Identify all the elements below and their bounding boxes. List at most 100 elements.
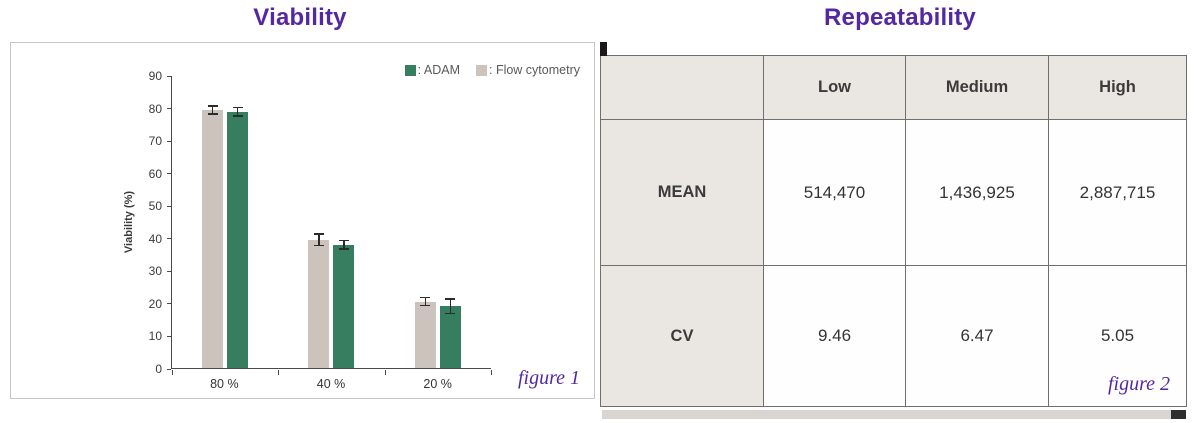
error-bar-stem xyxy=(449,299,452,313)
y-tick-20: 20 xyxy=(149,297,171,311)
y-tick-label: 70 xyxy=(148,134,162,149)
repeatability-table: Low Medium High MEAN 514,470 1,436,925 2… xyxy=(600,55,1187,407)
bar-flow-cytometry xyxy=(202,76,224,368)
x-axis-labels: 80 % 40 % 20 % xyxy=(171,377,491,391)
y-axis: 0 10 20 30 40 50 60 70 80 90 xyxy=(115,69,171,376)
col-header-low: Low xyxy=(763,55,906,120)
col-header-medium: Medium xyxy=(905,55,1049,120)
bar-rect xyxy=(227,111,249,368)
error-bar-cap xyxy=(420,304,431,307)
legend-item: : ADAM xyxy=(404,63,460,77)
error-bar-stem xyxy=(236,108,239,116)
y-tick-mark xyxy=(167,303,171,305)
repeatability-table-wrap: Low Medium High MEAN 514,470 1,436,925 2… xyxy=(600,55,1187,407)
x-tick-mark xyxy=(172,370,173,375)
scroll-corner-mark xyxy=(600,42,607,56)
bar-adam xyxy=(333,76,355,368)
error-bar-cap xyxy=(445,312,456,315)
horizontal-scrollbar[interactable] xyxy=(602,410,1186,419)
cell-cv-high: 5.05 xyxy=(1048,265,1187,407)
error-bar-cap xyxy=(445,298,456,300)
y-tick-mark xyxy=(167,238,171,240)
chart-legend: : ADAM : Flow cytometry xyxy=(404,63,580,77)
error-bar xyxy=(232,106,243,117)
error-bar xyxy=(338,239,349,250)
bar-group xyxy=(278,76,384,368)
y-tick-label: 30 xyxy=(148,264,162,279)
y-tick-80: 80 xyxy=(149,102,171,116)
bar-rect xyxy=(308,239,330,368)
error-bar-cap xyxy=(232,106,243,109)
table-header-row: Low Medium High xyxy=(600,55,1187,120)
bar-group xyxy=(385,76,491,368)
repeatability-title: Repeatability xyxy=(824,4,976,31)
cell-mean-medium: 1,436,925 xyxy=(905,119,1049,266)
row-header-cv: CV xyxy=(600,265,764,407)
legend-label: : ADAM xyxy=(417,63,460,77)
cell-cv-low: 9.46 xyxy=(763,265,906,407)
bar-adam xyxy=(439,76,461,368)
bar-group xyxy=(172,76,278,368)
y-tick-0: 0 xyxy=(155,362,171,376)
bar-flow-cytometry xyxy=(308,76,330,368)
x-tick-mark xyxy=(491,370,492,375)
x-axis-label: 20 % xyxy=(423,377,452,391)
error-bar-stem xyxy=(318,234,320,245)
plot-area xyxy=(171,76,492,375)
figure-2-label: figure 2 xyxy=(1107,373,1170,395)
y-tick-10: 10 xyxy=(149,329,171,343)
bar-groups xyxy=(172,76,491,368)
y-tick-mark xyxy=(167,368,171,370)
bar-rect xyxy=(414,301,436,368)
x-axis-label: 40 % xyxy=(316,377,346,391)
y-tick-70: 70 xyxy=(149,134,171,148)
legend-swatch-icon xyxy=(404,64,416,76)
bar-rect xyxy=(439,306,461,368)
legend-label: : Flow cytometry xyxy=(489,63,580,77)
viability-chart: : ADAM: Flow cytometry Viability (%) 0 10… xyxy=(10,42,595,399)
x-axis-label: 80 % xyxy=(210,377,239,391)
y-tick-mark xyxy=(167,173,171,175)
y-tick-label: 10 xyxy=(148,329,162,344)
cell-cv-medium: 6.47 xyxy=(905,265,1049,407)
error-bar-cap xyxy=(313,244,324,247)
error-bar-cap xyxy=(207,113,218,115)
horizontal-scrollbar-thumb[interactable] xyxy=(1171,410,1186,419)
y-tick-label: 80 xyxy=(148,101,162,116)
x-tick-mark xyxy=(384,370,386,375)
error-bar-stem xyxy=(211,106,214,114)
y-tick-mark xyxy=(167,270,171,272)
y-tick-30: 30 xyxy=(149,264,171,278)
y-tick-label: 90 xyxy=(148,69,162,83)
error-bar-cap xyxy=(232,115,243,117)
y-tick-mark xyxy=(167,140,171,142)
col-header-high: High xyxy=(1048,55,1187,120)
bar-rect xyxy=(202,110,224,368)
x-tick-mark xyxy=(278,370,280,375)
error-bar-cap xyxy=(207,105,218,107)
y-tick-90: 90 xyxy=(149,69,171,83)
error-bar xyxy=(313,233,324,247)
table-row-mean: MEAN 514,470 1,436,925 2,887,715 xyxy=(600,119,1187,266)
cell-mean-low: 514,470 xyxy=(763,119,906,266)
repeatability-panel: Repeatability Low Medium High MEAN 514,4… xyxy=(600,0,1200,423)
bar-rect xyxy=(333,244,355,368)
row-header-mean: MEAN xyxy=(600,119,764,266)
y-tick-label: 0 xyxy=(155,362,162,376)
table-row-cv: CV 9.46 6.47 5.05 xyxy=(600,265,1187,407)
y-tick-mark xyxy=(167,108,171,110)
viability-panel: Viability : ADAM: Flow cytometry Viabili… xyxy=(10,4,595,399)
error-bar xyxy=(420,296,431,307)
bar-flow-cytometry xyxy=(414,76,436,368)
figure-1-label: figure 1 xyxy=(517,367,580,389)
y-tick-mark xyxy=(167,75,171,77)
y-tick-mark xyxy=(167,205,171,207)
y-tick-label: 40 xyxy=(148,231,162,246)
y-tick-50: 50 xyxy=(149,199,171,213)
viability-title: Viability xyxy=(253,4,347,31)
y-tick-60: 60 xyxy=(149,167,171,181)
legend-item: : Flow cytometry xyxy=(476,63,580,77)
error-bar-cap xyxy=(338,248,349,250)
y-tick-label: 20 xyxy=(148,296,162,311)
